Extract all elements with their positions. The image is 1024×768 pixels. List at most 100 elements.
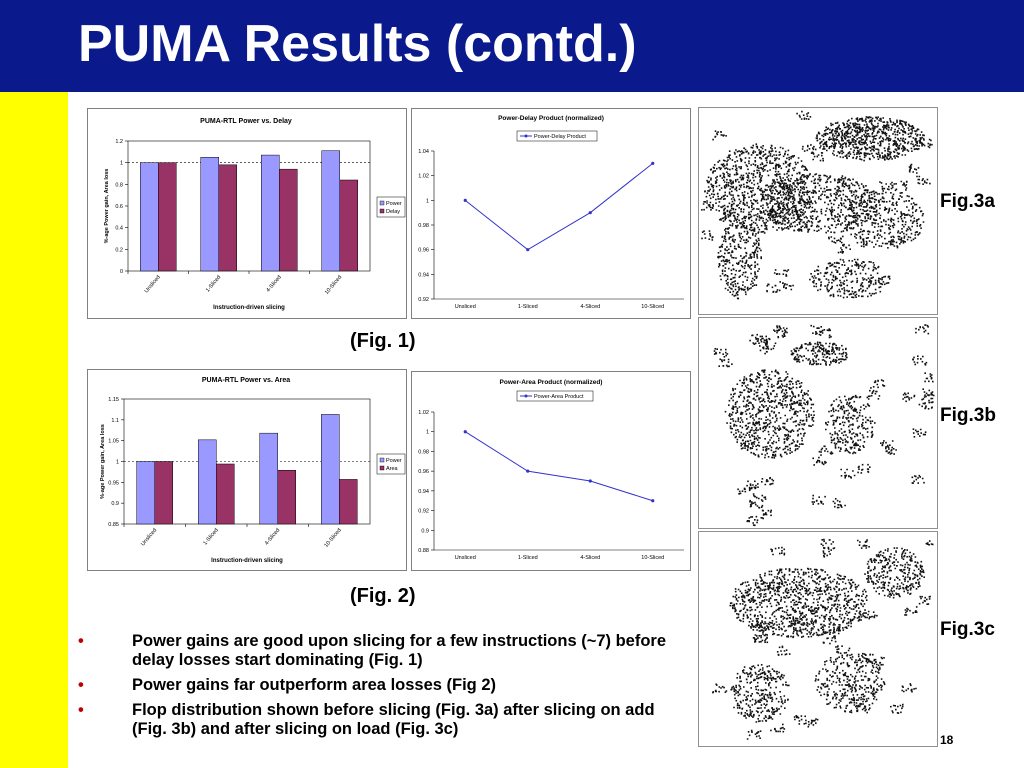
- flop-distribution-3b-image: [698, 317, 938, 529]
- data-point: [651, 161, 655, 165]
- y-tick-label: 0.98: [418, 223, 429, 229]
- y-tick-label: 1: [426, 198, 429, 204]
- y-tick-label: 0.92: [418, 509, 429, 515]
- x-tick-label: Unsliced: [144, 274, 162, 294]
- flop-pattern: [713, 324, 935, 527]
- legend-swatch: [379, 200, 385, 206]
- x-tick-label: 1-Sliced: [205, 274, 222, 293]
- fig3b-label: Fig.3b: [940, 405, 996, 426]
- legend-label: Delay: [386, 209, 400, 215]
- y-tick-label: 1.1: [111, 418, 119, 424]
- page-number: 18: [940, 733, 954, 747]
- legend-marker: [524, 394, 528, 398]
- y-tick-label: 0.96: [418, 469, 429, 475]
- bullet-item: • Flop distribution shown before slicing …: [78, 701, 678, 739]
- bar-delay: [158, 162, 177, 272]
- y-tick-label: 1: [426, 430, 429, 436]
- y-tick-label: 1.04: [418, 149, 429, 155]
- y-tick-label: 1.15: [108, 397, 119, 403]
- data-point: [526, 469, 530, 473]
- y-tick-label: 0.95: [108, 480, 119, 486]
- x-tick-label: 4-Sliced: [264, 527, 281, 546]
- y-tick-label: 1.02: [418, 174, 429, 180]
- bullet-icon: •: [78, 676, 84, 694]
- power-delay-product-chart: Power-Delay Product (normalized) 0.92 0.94…: [411, 108, 691, 319]
- bar-power: [200, 157, 219, 272]
- chart-title: PUMA-RTL Power vs. Area: [202, 377, 290, 384]
- x-tick-label: 4-Sliced: [265, 274, 282, 293]
- x-tick-label: Unsliced: [140, 527, 158, 547]
- legend-label: Power-Delay Product: [534, 134, 586, 140]
- x-tick-label: 1-Sliced: [518, 555, 538, 561]
- x-axis-label: Instruction-driven slicing: [213, 305, 285, 311]
- x-axis-label: Instruction-driven slicing: [211, 558, 283, 564]
- flop-pattern: [701, 110, 933, 300]
- y-tick-label: 1.02: [418, 410, 429, 416]
- data-point: [463, 430, 467, 434]
- data-point: [526, 248, 530, 252]
- y-tick-label: 1: [116, 460, 119, 466]
- legend-swatch: [379, 457, 385, 463]
- legend-box: [516, 390, 594, 402]
- data-point: [588, 479, 592, 483]
- legend-swatch: [379, 208, 385, 214]
- title-bar: [0, 0, 1024, 92]
- fig2-caption: (Fig. 2): [350, 585, 416, 607]
- legend-label: Area: [386, 466, 399, 472]
- flop-cells: [701, 110, 933, 300]
- bar-area: [277, 470, 296, 525]
- fig3a-label: Fig.3a: [940, 191, 995, 212]
- bar-power: [198, 439, 217, 525]
- chart-title: PUMA-RTL Power vs. Delay: [200, 118, 292, 125]
- bar-power: [321, 150, 340, 272]
- x-tick-label: 10-Sliced: [641, 555, 664, 561]
- flop-distribution-3a-image: [698, 107, 938, 315]
- chart-svg: Power-Area Product (normalized) 0.88 0.9 0.…: [418, 379, 684, 561]
- x-tick-label: 10-Sliced: [323, 527, 342, 548]
- chart-svg: PUMA-RTL Power vs. Area 0.85 0.9 0.95 1 1.05 1…: [100, 377, 406, 564]
- y-tick-label: 0.92: [418, 297, 429, 303]
- flop-pattern: [712, 538, 934, 740]
- bar-power: [136, 461, 155, 525]
- bar-delay: [279, 168, 298, 272]
- chart-title: Power-Area Product (normalized): [500, 379, 603, 386]
- y-axis-label: %-age Power gain, Area loss: [100, 424, 106, 499]
- series-line: [464, 431, 653, 502]
- y-tick-label: 0.88: [418, 548, 429, 554]
- bar-area: [154, 461, 173, 525]
- power-vs-area-chart: PUMA-RTL Power vs. Area 0.85 0.9 0.95 1 1.05 1…: [87, 369, 407, 571]
- bullet-text: Power gains far outperform area losses (…: [132, 676, 497, 694]
- power-vs-delay-chart: PUMA-RTL Power vs. Delay 0 0.2 0.4 0.6 0.8 1 1.…: [87, 108, 407, 319]
- legend-marker: [524, 134, 528, 138]
- bullet-icon: •: [78, 701, 84, 719]
- y-tick-label: 0.4: [115, 226, 123, 232]
- fig1-caption: (Fig. 1): [350, 330, 416, 352]
- legend-label: Power-Area Product: [534, 394, 584, 400]
- flop-distribution-3c-image: [698, 531, 938, 747]
- x-tick-label: 4-Sliced: [580, 555, 600, 561]
- x-tick-label: Unsliced: [455, 304, 476, 310]
- y-tick-label: 0.94: [418, 489, 429, 495]
- y-tick-label: 0.6: [115, 204, 123, 210]
- legend-box: [516, 130, 598, 142]
- bullet-text: Power gains are good upon slicing for a …: [132, 632, 667, 669]
- power-area-product-chart: Power-Area Product (normalized) 0.88 0.9 0.…: [411, 371, 691, 571]
- bar-delay: [339, 179, 358, 272]
- x-tick-label: Unsliced: [455, 555, 476, 561]
- flop-cells: [713, 324, 935, 527]
- bar-power: [259, 432, 278, 525]
- bullet-text: Flop distribution shown before slicing (…: [132, 701, 655, 738]
- side-accent-bar: [0, 92, 68, 768]
- y-tick-label: 0.8: [115, 182, 123, 188]
- y-tick-label: 0.96: [418, 248, 429, 254]
- y-tick-label: 1.05: [108, 439, 119, 445]
- chart-title: Power-Delay Product (normalized): [498, 115, 604, 122]
- x-tick-label: 10-Sliced: [641, 304, 664, 310]
- y-tick-label: 0.98: [418, 449, 429, 455]
- x-tick-label: 4-Sliced: [580, 304, 600, 310]
- bar-power: [140, 162, 159, 272]
- bullet-list: • Power gains are good upon slicing for a…: [78, 632, 678, 745]
- x-tick-label: 1-Sliced: [518, 304, 538, 310]
- flop-cells: [712, 538, 934, 740]
- x-tick-label: 10-Sliced: [324, 274, 343, 295]
